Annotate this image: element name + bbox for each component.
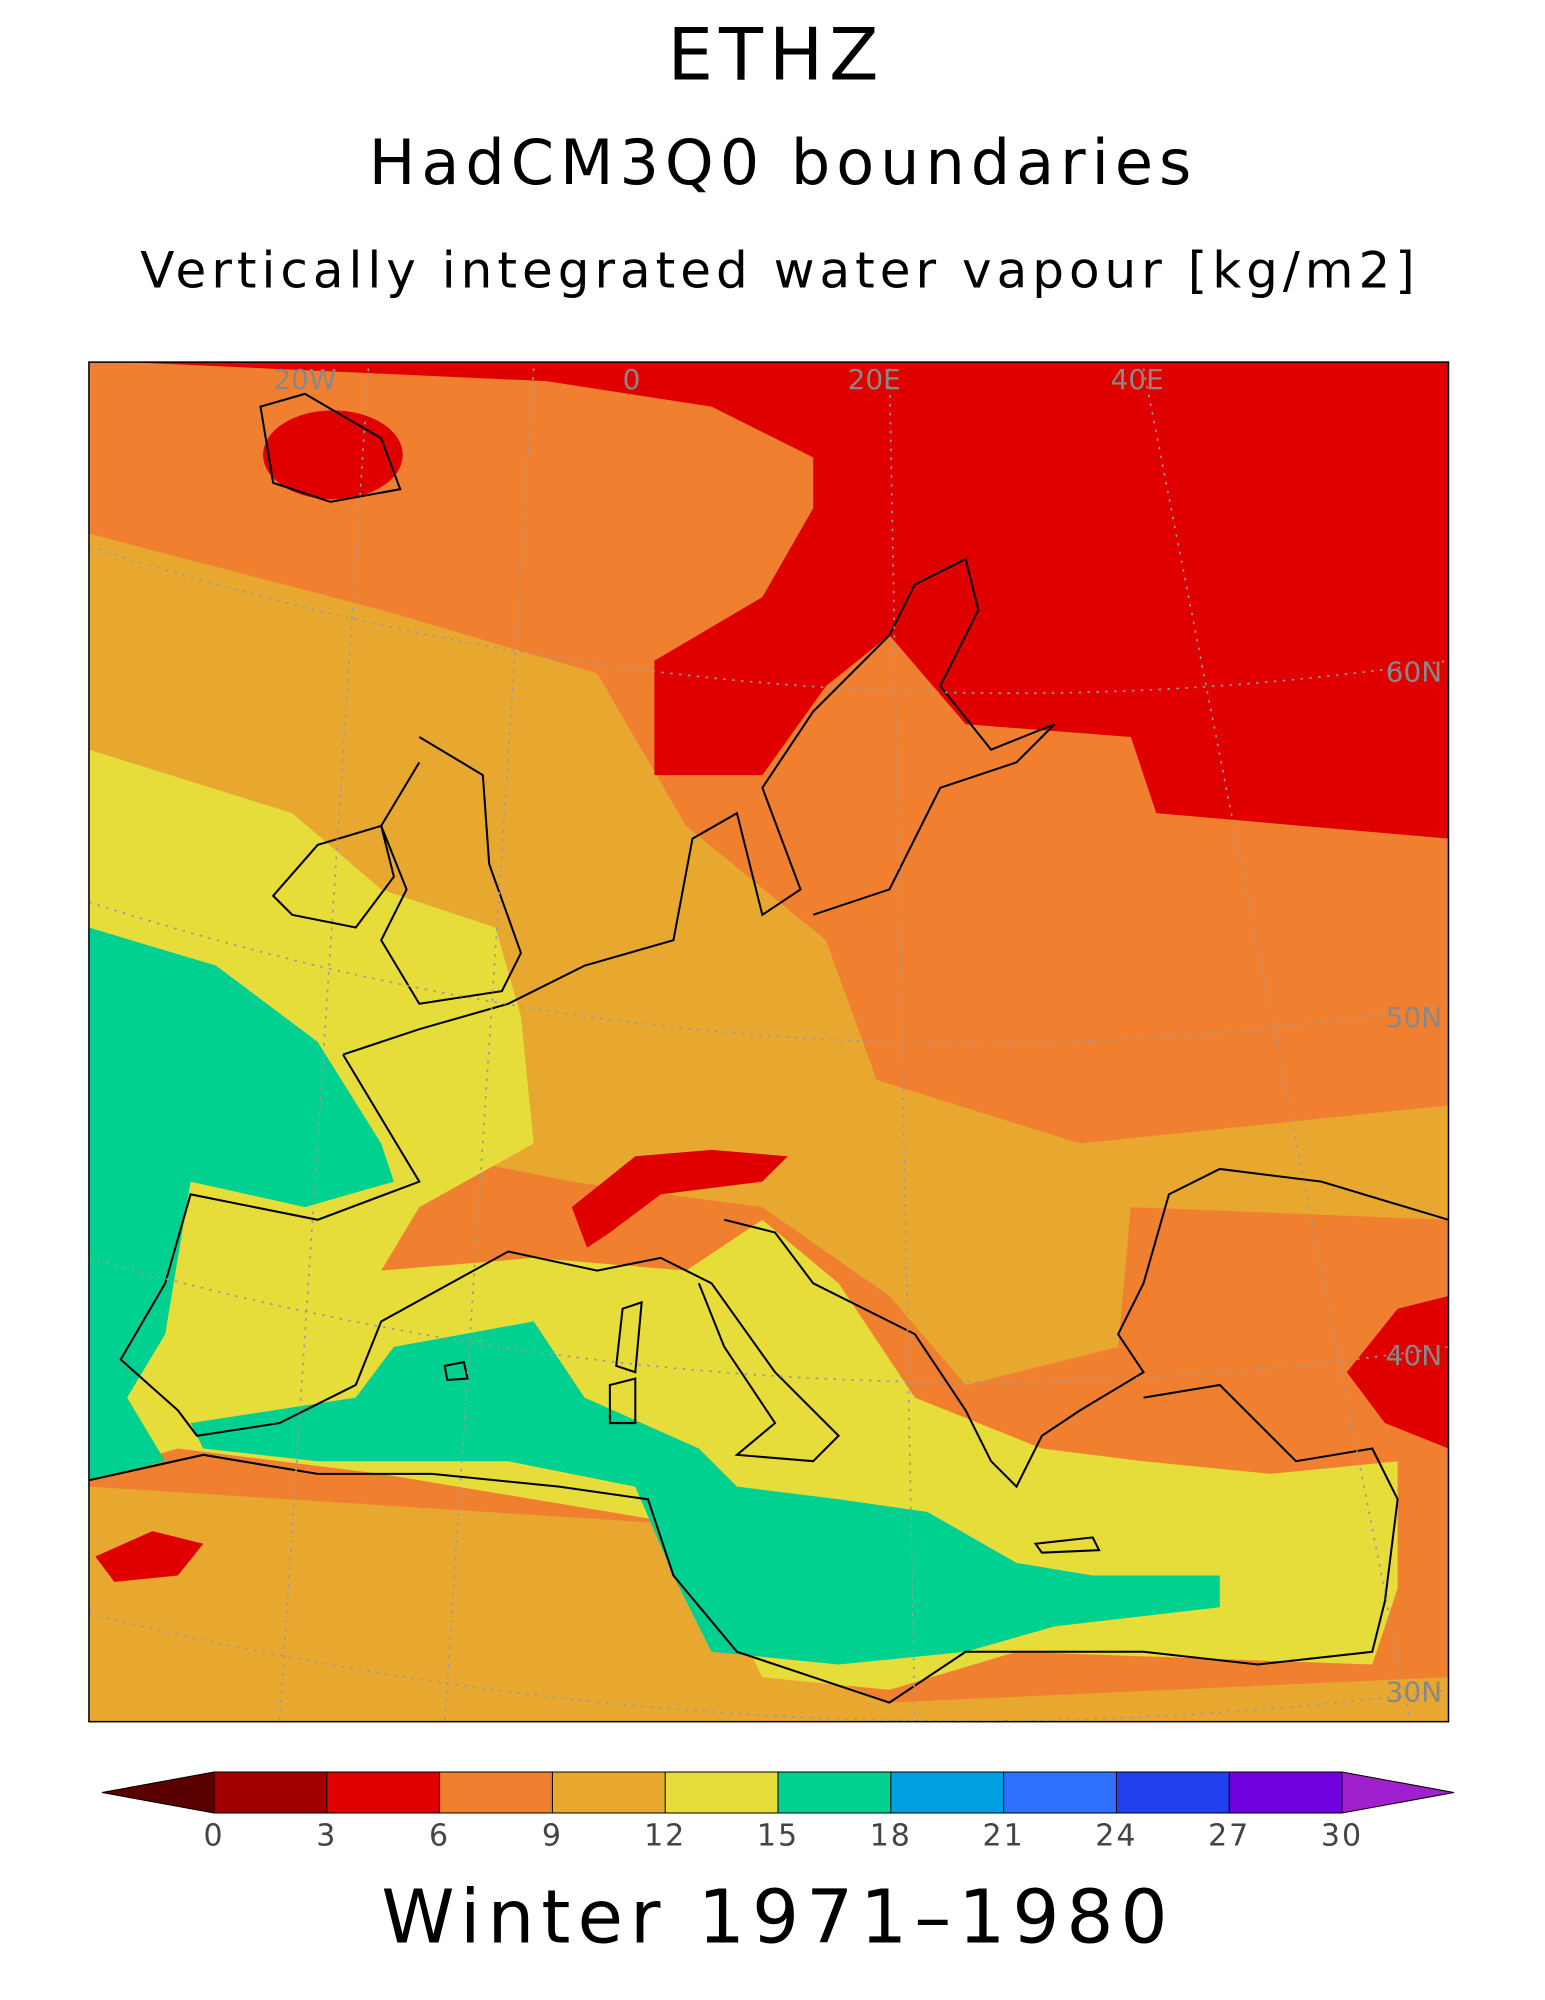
colorbar-tick-label: 12 (644, 1819, 686, 1854)
colorbar-tick-label: 24 (1095, 1819, 1137, 1854)
colorbar-tick-label: 15 (757, 1819, 799, 1854)
colorbar: 0 3 6 9 12 15 18 21 24 27 30 (101, 1771, 1455, 1854)
grid-label: 0 (623, 363, 641, 396)
colorbar-segment (439, 1772, 553, 1813)
map-field (88, 1486, 1449, 1722)
colorbar-tick-label: 3 (316, 1819, 337, 1854)
map-field (1346, 1296, 1449, 1449)
map-frame (88, 361, 1450, 1723)
grid-label: 60N (1386, 655, 1442, 688)
map: 20W 0 20E 40E 60N 50N 40N 30N (88, 361, 1450, 1723)
colorbar-tick-label: 18 (870, 1819, 912, 1854)
map-field (127, 362, 1449, 839)
colorbar-segment (1003, 1772, 1117, 1813)
map-field (88, 533, 1449, 1385)
colorbar-tick-label: 30 (1321, 1819, 1363, 1854)
colorbar-segment (214, 1772, 327, 1813)
colorbar-tick-label: 21 (983, 1819, 1025, 1854)
colorbar-segment (890, 1772, 1004, 1813)
map-field (88, 927, 394, 1481)
colorbar-tick-label: 0 (203, 1819, 224, 1854)
colorbar-tick-label: 9 (542, 1819, 563, 1854)
grid-label: 20E (848, 363, 901, 396)
colorbar-tick-label: 6 (429, 1819, 450, 1854)
title: ETHZ (668, 13, 885, 97)
colorbar-over (1342, 1772, 1454, 1813)
colorbar-segment (1229, 1772, 1342, 1813)
coastline (88, 392, 1449, 1704)
colorbar-segment (665, 1772, 778, 1813)
map-field (190, 1321, 1220, 1665)
grid-label: 30N (1386, 1676, 1442, 1709)
colorbar-segment (778, 1772, 891, 1813)
grid-label: 50N (1386, 1001, 1442, 1034)
subtitle: HadCM3Q0 boundaries (369, 126, 1198, 199)
colorbar-under (102, 1772, 214, 1813)
colorbar-tick-label: 27 (1208, 1819, 1250, 1854)
map-field (571, 1149, 788, 1248)
colorbar-segment (326, 1772, 440, 1813)
grid-label: 40E (1111, 363, 1164, 396)
footer: Winter 1971–1980 (381, 1875, 1174, 1961)
map-field (263, 410, 403, 500)
map-field (95, 1531, 204, 1582)
graticule (88, 368, 1449, 1722)
colorbar-segment (552, 1772, 666, 1813)
colorbar-segment (1116, 1772, 1230, 1813)
variable-title: Vertically integrated water vapour [kg/m… (140, 242, 1420, 300)
grid-label: 20W (273, 363, 336, 396)
grid-label: 40N (1386, 1339, 1442, 1372)
